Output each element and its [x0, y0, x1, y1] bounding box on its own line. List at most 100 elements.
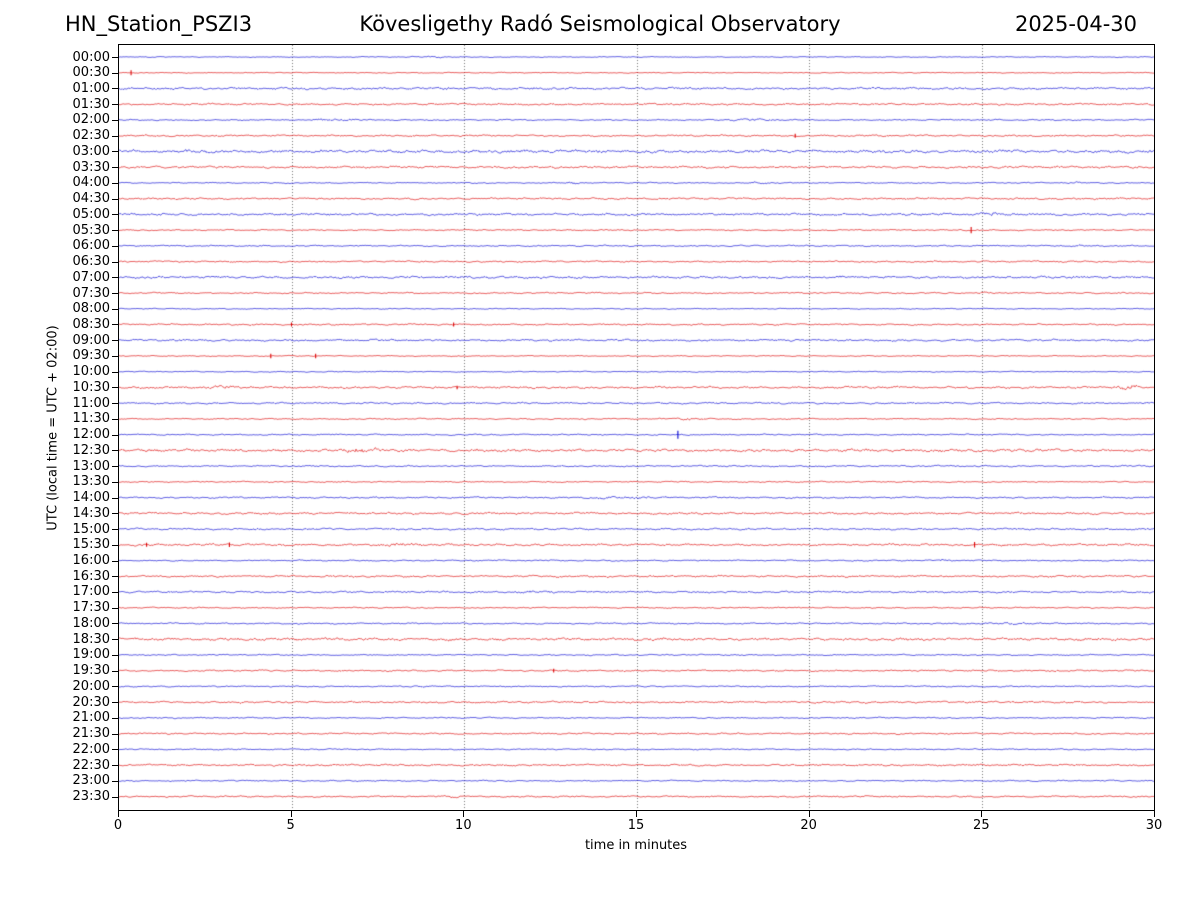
y-tick-label: 22:00	[72, 741, 110, 757]
y-tick-label: 11:00	[72, 395, 110, 411]
y-tick-label: 13:00	[72, 458, 110, 474]
y-tick-label: 05:30	[72, 222, 110, 238]
y-tick-mark	[112, 513, 118, 514]
y-tick-mark	[112, 309, 118, 310]
y-tick-mark	[112, 246, 118, 247]
y-tick-mark	[112, 734, 118, 735]
y-tick-label: 01:00	[72, 80, 110, 96]
y-tick-mark	[112, 372, 118, 373]
y-tick-mark	[112, 561, 118, 562]
y-tick-mark	[112, 88, 118, 89]
y-tick-label: 05:00	[72, 206, 110, 222]
y-tick-mark	[112, 419, 118, 420]
y-tick-mark	[112, 623, 118, 624]
y-tick-label: 15:30	[72, 537, 110, 553]
y-tick-label: 11:30	[72, 411, 110, 427]
y-tick-label: 14:00	[72, 490, 110, 506]
y-tick-mark	[112, 356, 118, 357]
y-tick-mark	[112, 151, 118, 152]
x-tick-label: 10	[455, 818, 472, 833]
x-tick-label: 30	[1145, 818, 1163, 833]
y-tick-mark	[112, 450, 118, 451]
y-tick-mark	[112, 498, 118, 499]
y-tick-label: 20:00	[72, 678, 110, 694]
y-tick-mark	[112, 702, 118, 703]
y-tick-label: 03:00	[72, 143, 110, 159]
y-tick-mark	[112, 120, 118, 121]
y-tick-mark	[112, 183, 118, 184]
x-tick-label: 15	[627, 818, 645, 833]
y-tick-label: 04:00	[72, 175, 110, 191]
y-tick-mark	[112, 387, 118, 388]
y-tick-label: 06:30	[72, 254, 110, 270]
y-tick-label: 09:30	[72, 348, 110, 364]
y-tick-label: 16:00	[72, 553, 110, 569]
y-tick-mark	[112, 199, 118, 200]
y-tick-mark	[112, 340, 118, 341]
y-tick-label: 17:30	[72, 600, 110, 616]
y-tick-label: 21:30	[72, 726, 110, 742]
y-tick-mark	[112, 592, 118, 593]
x-tick-mark	[1154, 811, 1155, 817]
x-tick-label: 0	[113, 818, 123, 833]
y-tick-label: 04:30	[72, 191, 110, 207]
y-tick-label: 21:00	[72, 710, 110, 726]
y-tick-label: 03:30	[72, 159, 110, 175]
y-tick-label: 16:30	[72, 568, 110, 584]
y-tick-label: 07:30	[72, 285, 110, 301]
y-tick-label: 08:00	[72, 301, 110, 317]
y-tick-mark	[112, 765, 118, 766]
y-tick-label: 01:30	[72, 96, 110, 112]
y-tick-mark	[112, 686, 118, 687]
x-tick-mark	[291, 811, 292, 817]
y-tick-mark	[112, 214, 118, 215]
y-tick-mark	[112, 545, 118, 546]
y-tick-label: 13:30	[72, 474, 110, 490]
station-title: HN_Station_PSZI3	[65, 12, 253, 36]
y-tick-label: 20:30	[72, 694, 110, 710]
y-axis-label: UTC (local time = UTC + 02:00)	[45, 325, 61, 531]
x-tick-mark	[636, 811, 637, 817]
y-tick-mark	[112, 262, 118, 263]
date-title: 2025-04-30	[1014, 12, 1137, 36]
y-tick-label: 15:00	[72, 521, 110, 537]
y-tick-label: 00:30	[72, 65, 110, 81]
y-tick-label: 22:30	[72, 757, 110, 773]
y-tick-mark	[112, 104, 118, 105]
y-tick-label: 06:00	[72, 238, 110, 254]
y-tick-label: 08:30	[72, 316, 110, 332]
y-tick-label: 09:00	[72, 332, 110, 348]
y-tick-label: 23:00	[72, 773, 110, 789]
y-tick-label: 14:30	[72, 505, 110, 521]
y-tick-mark	[112, 136, 118, 137]
y-tick-label: 23:30	[72, 789, 110, 805]
x-tick-mark	[809, 811, 810, 817]
y-tick-mark	[112, 466, 118, 467]
y-tick-mark	[112, 797, 118, 798]
y-tick-mark	[112, 749, 118, 750]
y-tick-mark	[112, 608, 118, 609]
x-tick-label: 25	[973, 818, 990, 833]
y-tick-mark	[112, 639, 118, 640]
y-tick-mark	[112, 435, 118, 436]
y-tick-label: 18:00	[72, 615, 110, 631]
y-tick-label: 10:00	[72, 364, 110, 380]
x-tick-mark	[463, 811, 464, 817]
observatory-title: Kövesligethy Radó Seismological Observat…	[359, 12, 841, 36]
y-tick-label: 17:00	[72, 584, 110, 600]
y-tick-mark	[112, 277, 118, 278]
y-tick-label: 12:00	[72, 427, 110, 443]
x-tick-mark	[118, 811, 119, 817]
y-tick-label: 19:30	[72, 663, 110, 679]
y-tick-label: 19:00	[72, 647, 110, 663]
seismogram-traces-canvas	[119, 45, 1154, 810]
y-tick-label: 07:00	[72, 269, 110, 285]
y-tick-mark	[112, 324, 118, 325]
x-tick-label: 20	[800, 818, 817, 833]
y-tick-mark	[112, 57, 118, 58]
y-tick-mark	[112, 230, 118, 231]
x-tick-mark	[981, 811, 982, 817]
x-axis-label: time in minutes	[584, 838, 688, 853]
y-tick-mark	[112, 718, 118, 719]
